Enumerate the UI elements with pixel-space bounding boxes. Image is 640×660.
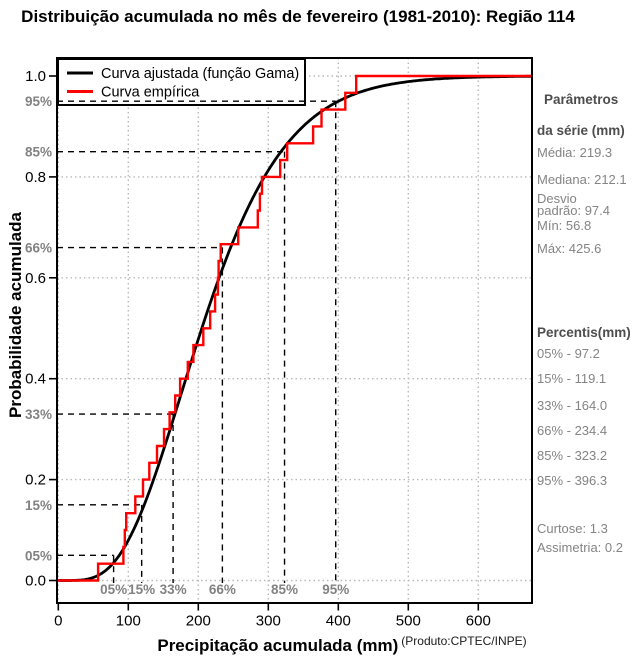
source-note: (Produto:CPTEC/INPE)	[401, 634, 527, 648]
x-percent-label: 15%	[128, 582, 155, 597]
legend-label-fitted: Curva ajustada (função Gama)	[101, 66, 299, 82]
legend-label-empirical: Curva empírica	[101, 85, 200, 101]
plot-border	[56, 57, 533, 604]
x-tick-label: 0	[54, 613, 62, 630]
x-percent-label: 85%	[271, 582, 298, 597]
x-percent-label: 33%	[160, 582, 187, 597]
x-tick-label: 200	[186, 613, 211, 630]
percentil-85: 85% - 323.2	[537, 448, 608, 463]
legend-box	[57, 58, 306, 106]
sidebar-header-line2: da série (mm)	[537, 123, 625, 138]
y-percent-label: 15%	[25, 498, 52, 513]
y-percent-label: 05%	[25, 548, 52, 563]
y-percent-label: 95%	[25, 94, 52, 109]
x-percent-label: 95%	[322, 582, 349, 597]
percentil-05: 05% - 97.2	[537, 346, 600, 361]
x-percent-label: 05%	[100, 582, 127, 597]
x-tick-label: 600	[466, 613, 491, 630]
stat-media: Média: 219.3	[537, 145, 613, 160]
x-tick-label: 500	[396, 613, 421, 630]
x-axis-title-text: Precipitação acumulada (mm)	[157, 636, 399, 655]
x-tick-label: 100	[116, 613, 141, 630]
fitted-curve	[58, 74, 532, 582]
percentis-header: Percentis(mm)	[537, 325, 631, 340]
y-percent-label: 66%	[25, 241, 52, 256]
stat-desvio-line2: padrão: 97.4	[537, 203, 611, 218]
percentil-33: 33% - 164.0	[537, 398, 608, 413]
y-tick-label: 0.2	[25, 472, 46, 489]
sidebar-header-line1: Parâmetros	[544, 92, 619, 107]
stat-min: Mín: 56.8	[537, 218, 592, 233]
y-tick-label: 1.0	[25, 68, 46, 85]
stat-curtose: Curtose: 1.3	[537, 521, 608, 536]
empirical-curve	[57, 74, 532, 582]
chart-title: Distribuição acumulada no mês de feverei…	[21, 7, 575, 26]
stat-mediana: Mediana: 212.1	[537, 172, 627, 187]
x-tick-label: 300	[256, 613, 281, 630]
x-tick-label: 400	[326, 613, 351, 630]
stat-max: Máx: 425.6	[537, 241, 602, 256]
x-percent-label: 66%	[209, 582, 236, 597]
y-tick-label: 0.8	[25, 169, 46, 186]
stat-desvio-line1: Desvio	[537, 191, 577, 206]
y-tick-label: 0.4	[25, 371, 46, 388]
y-percent-label: 33%	[25, 407, 52, 422]
stat-assimetria: Assimetria: 0.2	[537, 540, 623, 555]
x-axis-title: Precipitação acumulada (mm) (Produto:CPTE…	[157, 634, 527, 656]
stats-sidebar: Parâmetros da série (mm) Média: 219.3 Media…	[537, 88, 640, 648]
y-tick-label: 0.0	[25, 573, 46, 590]
y-axis-title: Probabilidade acumulada	[6, 212, 25, 418]
y-tick-label: 0.6	[25, 270, 46, 287]
percentil-95: 95% - 396.3	[537, 473, 608, 488]
y-percent-label: 85%	[25, 145, 52, 160]
percentil-15: 15% - 119.1	[537, 371, 607, 386]
percentil-66: 66% - 234.4	[537, 423, 608, 438]
